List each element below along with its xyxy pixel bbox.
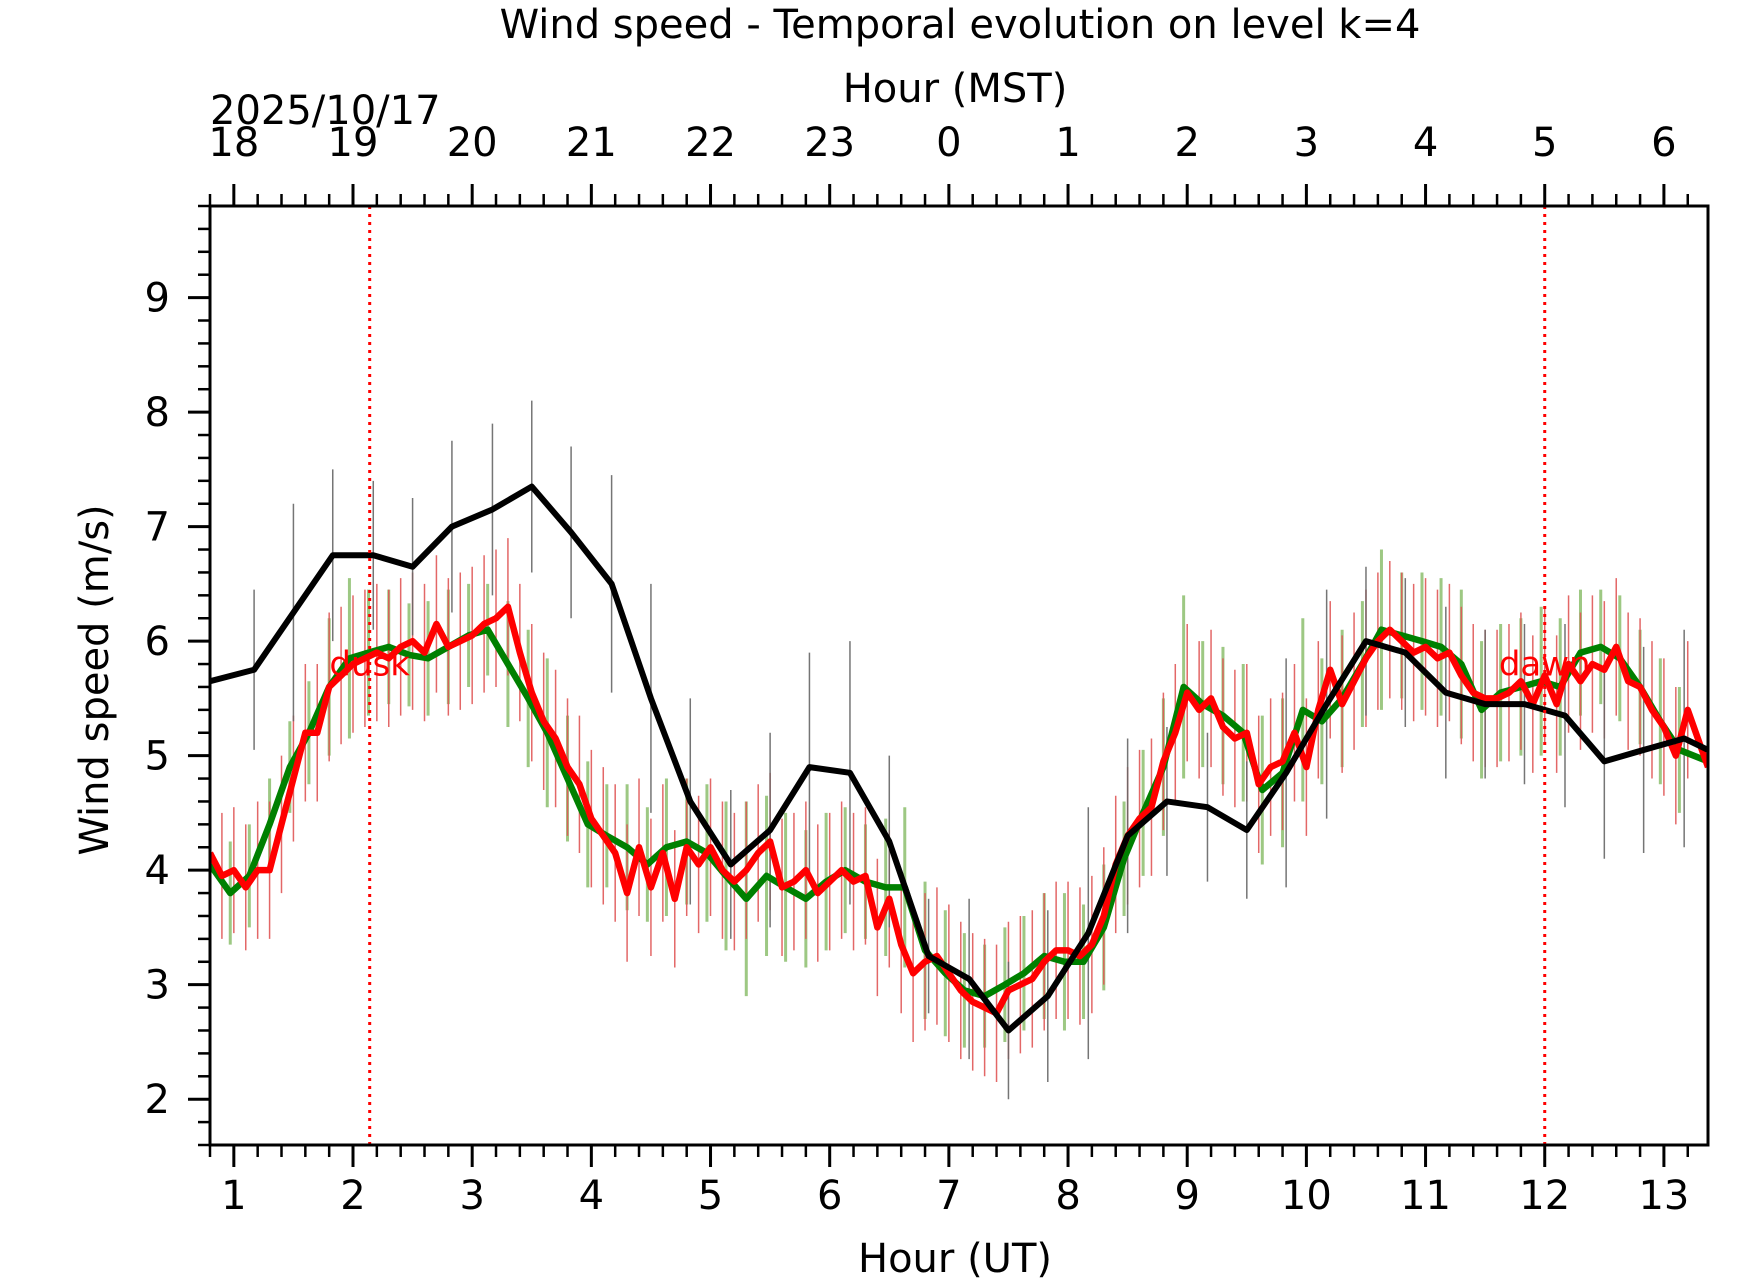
x-tick-label: 11 (1400, 1173, 1451, 1219)
dusk-label: dusk (329, 645, 410, 685)
x-tick-label: 5 (698, 1173, 723, 1219)
y-tick-label: 2 (145, 1077, 170, 1123)
x-tick-label: 1 (221, 1173, 246, 1219)
x-tick-label: 13 (1638, 1173, 1689, 1219)
x-tick-label: 7 (936, 1173, 961, 1219)
x-tick-label: 6 (817, 1173, 842, 1219)
top-tick-label: 0 (936, 120, 961, 166)
top-tick-label: 5 (1532, 120, 1557, 166)
series-2-error-bars (210, 538, 1708, 1083)
x-tick-label: 9 (1174, 1173, 1199, 1219)
top-tick-label: 4 (1413, 120, 1438, 166)
y-tick-label: 8 (145, 390, 170, 436)
x-tick-label: 12 (1519, 1173, 1570, 1219)
y-tick-label: 5 (145, 734, 170, 780)
y-tick-label: 9 (145, 276, 170, 322)
series-1-line (210, 626, 1708, 1000)
axes: 1182193204215226237081921031141251362345… (145, 120, 1710, 1219)
plot-frame (208, 204, 1710, 1147)
top-tick-label: 18 (208, 120, 259, 166)
y-tick-label: 4 (145, 848, 170, 894)
top-tick-label: 23 (804, 120, 855, 166)
top-tick-label: 22 (685, 120, 736, 166)
series-3-error-bars (210, 400, 1708, 1100)
series-2-line (210, 603, 1708, 1017)
y-axis-label: Wind speed (m/s) (72, 504, 118, 855)
x-tick-label: 3 (459, 1173, 484, 1219)
y-tick-label: 6 (145, 619, 170, 665)
top-axis-label: Hour (MST) (843, 66, 1068, 112)
chart-title: Wind speed - Temporal evolution on level… (500, 2, 1421, 48)
top-tick-label: 6 (1651, 120, 1676, 166)
x-tick-label: 4 (579, 1173, 604, 1219)
top-tick-label: 1 (1055, 120, 1080, 166)
x-axis-label: Hour (UT) (858, 1236, 1052, 1282)
x-tick-label: 8 (1055, 1173, 1080, 1219)
plot-content: dusk dawn (210, 206, 1708, 1145)
top-tick-label: 21 (566, 120, 617, 166)
y-tick-label: 3 (145, 963, 170, 1009)
y-tick-label: 7 (145, 505, 170, 551)
dawn-label: dawn (1499, 645, 1591, 685)
plot-area: dusk dawn (210, 206, 1708, 1145)
date-label: 2025/10/17 (210, 88, 441, 134)
top-tick-label: 20 (447, 120, 498, 166)
top-tick-label: 2 (1174, 120, 1199, 166)
x-tick-label: 2 (340, 1173, 365, 1219)
top-tick-label: 19 (328, 120, 379, 166)
top-tick-label: 3 (1294, 120, 1319, 166)
x-tick-label: 10 (1281, 1173, 1332, 1219)
series-3-line (210, 483, 1708, 1034)
